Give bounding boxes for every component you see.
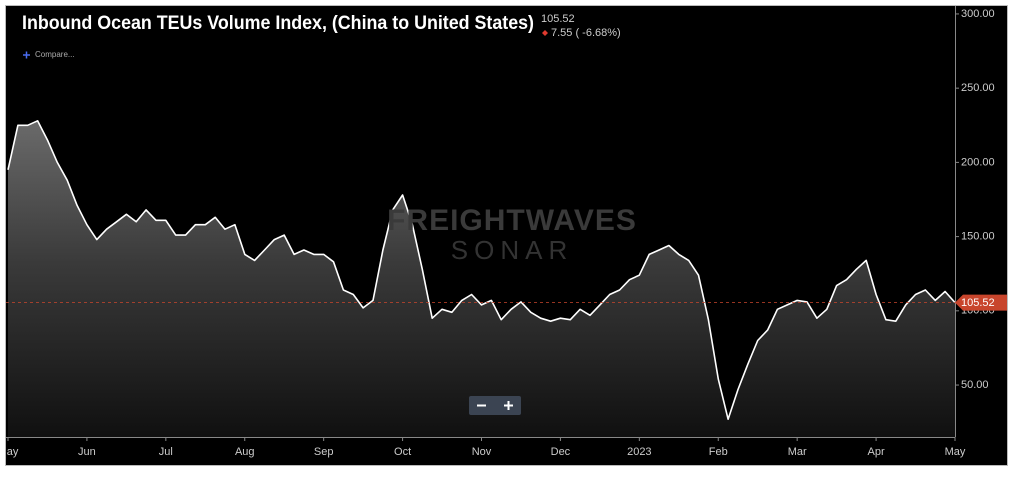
last-value-tag-label: 105.52	[961, 297, 995, 309]
compare-button[interactable]: Compare...	[35, 50, 75, 59]
x-tick-label: Jul	[159, 446, 173, 458]
watermark: SONAR	[451, 235, 573, 265]
x-tick-label: 2023	[627, 446, 651, 458]
x-tick-label: May	[945, 446, 966, 458]
compare-icon[interactable]	[23, 51, 30, 59]
down-icon	[542, 30, 548, 36]
y-tick-label: 50.00	[961, 379, 989, 391]
x-tick-label: Oct	[394, 446, 411, 458]
zoom-controls	[469, 396, 521, 415]
zoom-in-button[interactable]	[504, 401, 513, 410]
x-tick-label: Aug	[235, 446, 255, 458]
x-tick-label: Dec	[551, 446, 571, 458]
x-tick-label: Sep	[314, 446, 334, 458]
x-tick-label: May	[0, 446, 19, 458]
x-tick-label: Jun	[78, 446, 96, 458]
watermark: FREIGHTWAVES	[387, 204, 637, 237]
line	[7, 120, 955, 420]
y-tick-label: 300.00	[961, 8, 995, 20]
area-fill	[8, 120, 955, 437]
x-tick-label: Apr	[868, 446, 885, 458]
x-tick-label: Feb	[709, 446, 728, 458]
change-label: 7.55 ( -6.68%)	[551, 27, 621, 39]
y-tick-label: 250.00	[961, 82, 995, 94]
last-value-tag	[955, 294, 1007, 311]
y-tick-label: 150.00	[961, 231, 995, 243]
x-tick-label: Nov	[472, 446, 492, 458]
chart-title: Inbound Ocean TEUs Volume Index, (China …	[22, 13, 534, 34]
last-value: 105.52	[541, 13, 575, 25]
x-tick-label: Mar	[788, 446, 807, 458]
y-tick-label: 200.00	[961, 156, 995, 168]
